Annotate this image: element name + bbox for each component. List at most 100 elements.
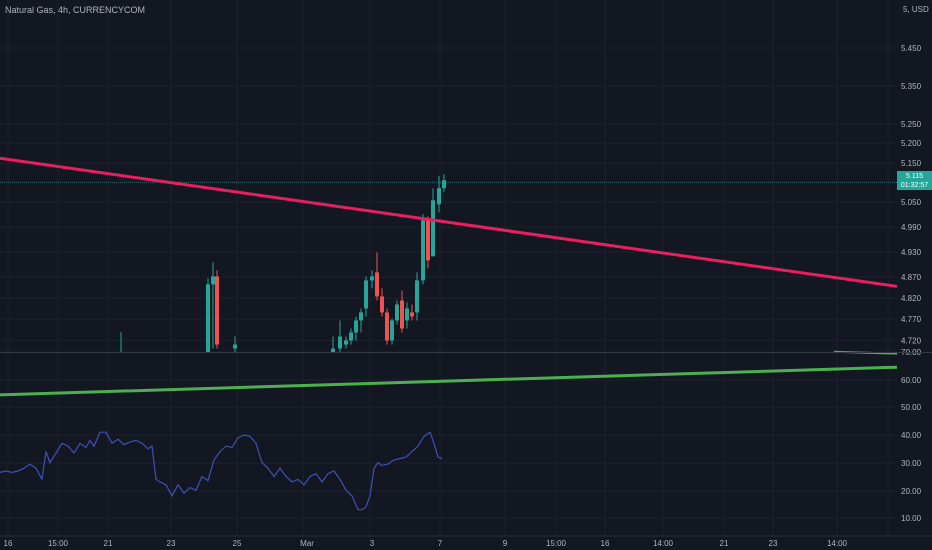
candle-body [211, 276, 215, 285]
rsi-tick-label: 50.00 [901, 403, 922, 412]
candle [415, 272, 419, 321]
price-axis: 5.450 5.350 5.250 5.200 5.150 5.050 4.990 4.930… [901, 44, 922, 346]
time-tick-label: 14:00 [653, 539, 674, 548]
candle-body [380, 296, 384, 313]
candle-body [215, 276, 219, 345]
time-tick-label: 14:00 [827, 539, 848, 548]
time-tick-label: 9 [503, 539, 508, 548]
rsi-indicator [0, 431, 443, 511]
time-tick-label: 25 [233, 539, 242, 548]
candle [395, 300, 399, 325]
candle-body [375, 272, 379, 297]
candle-body [370, 276, 374, 281]
candle-body [426, 220, 430, 261]
candle [349, 328, 353, 345]
candle [206, 278, 210, 352]
candle-body [400, 300, 404, 329]
candle-body [206, 284, 210, 352]
candle-body [349, 332, 353, 341]
time-axis: 16 15:00 21 23 25 Mar 3 7 9 15:00 16 14:00 21 23 14:00 [4, 539, 848, 548]
candles [120, 174, 446, 352]
rsi-trendline [0, 365, 898, 397]
candle [400, 290, 404, 333]
candle [385, 308, 389, 345]
candle [211, 262, 215, 349]
candle [331, 336, 335, 352]
rsi-tick-label: 40.00 [901, 431, 922, 440]
price-tick-label: 4.870 [901, 273, 922, 282]
candle-body [359, 312, 363, 321]
candle-body [344, 340, 348, 345]
candle [344, 336, 348, 349]
candle [442, 174, 446, 193]
candle-body [354, 320, 358, 333]
last-price-value: 5.115 [906, 173, 923, 180]
last-price-tag: 5.115 01:32:57 [897, 171, 932, 190]
price-tick-label: 5.350 [901, 82, 922, 91]
time-tick-label: 16 [4, 539, 13, 548]
chart-title: Natural Gas, 4h, CURRENCYCOM [5, 5, 146, 15]
candle [390, 318, 394, 345]
price-tick-label: 4.820 [901, 294, 922, 303]
candle-body [431, 200, 435, 257]
candle [215, 270, 219, 349]
candle [380, 288, 384, 317]
time-tick-label: 16 [601, 539, 610, 548]
candle-body [390, 320, 394, 341]
rsi-tick-label: 60.00 [901, 376, 922, 385]
candle-body [331, 348, 335, 352]
candle-body [395, 304, 399, 321]
candle [370, 270, 374, 289]
time-tick-label: 21 [720, 539, 729, 548]
price-tick-label: 5.150 [901, 159, 922, 168]
candle [354, 316, 358, 341]
candle-body [442, 180, 446, 189]
candle [421, 214, 425, 285]
pane-separator[interactable] [0, 352, 932, 353]
rsi-tick-label: 30.00 [901, 459, 922, 468]
candle-body [405, 308, 409, 321]
price-tick-label: 5.200 [901, 139, 922, 148]
time-tick-label: 15:00 [48, 539, 69, 548]
rsi-tick-label: 20.00 [901, 487, 922, 496]
candle [410, 304, 414, 321]
time-tick-label: 7 [438, 539, 443, 548]
price-tick-label: 4.990 [901, 223, 922, 232]
candle [359, 308, 363, 333]
candle-body [410, 312, 414, 317]
price-tick-label: 5.050 [901, 198, 922, 207]
rsi-line [0, 431, 443, 511]
candle-body [338, 336, 342, 349]
time-tick-label: 21 [104, 539, 113, 548]
countdown-timer: 01:32:57 [900, 182, 929, 189]
candle-body [385, 312, 389, 341]
rsi-tick-label: 10.00 [901, 514, 922, 523]
candle [426, 216, 430, 269]
time-tick-label: 15:00 [546, 539, 567, 548]
candle [364, 276, 368, 317]
time-tick-label: 3 [370, 539, 375, 548]
candle [431, 188, 435, 257]
candle [405, 302, 409, 329]
time-tick-label: Mar [300, 539, 314, 548]
candle [375, 252, 379, 301]
time-tick-label: 23 [167, 539, 176, 548]
candle-body [437, 188, 441, 205]
price-tick-label: 5.250 [901, 120, 922, 129]
candle-body [415, 280, 419, 313]
candle [338, 320, 342, 352]
price-trendline [0, 156, 898, 288]
price-tick-label: 5.450 [901, 44, 922, 53]
price-tick-label: 4.770 [901, 315, 922, 324]
candle [233, 336, 237, 352]
candle-body [233, 344, 237, 349]
time-tick-label: 23 [769, 539, 778, 548]
grid [0, 535, 932, 537]
price-tick-label: 4.720 [901, 337, 922, 346]
currency-label: 5, USD [903, 5, 929, 14]
price-tick-label: 4.930 [901, 248, 922, 257]
candle-body [421, 220, 425, 281]
candle-body [364, 280, 368, 309]
